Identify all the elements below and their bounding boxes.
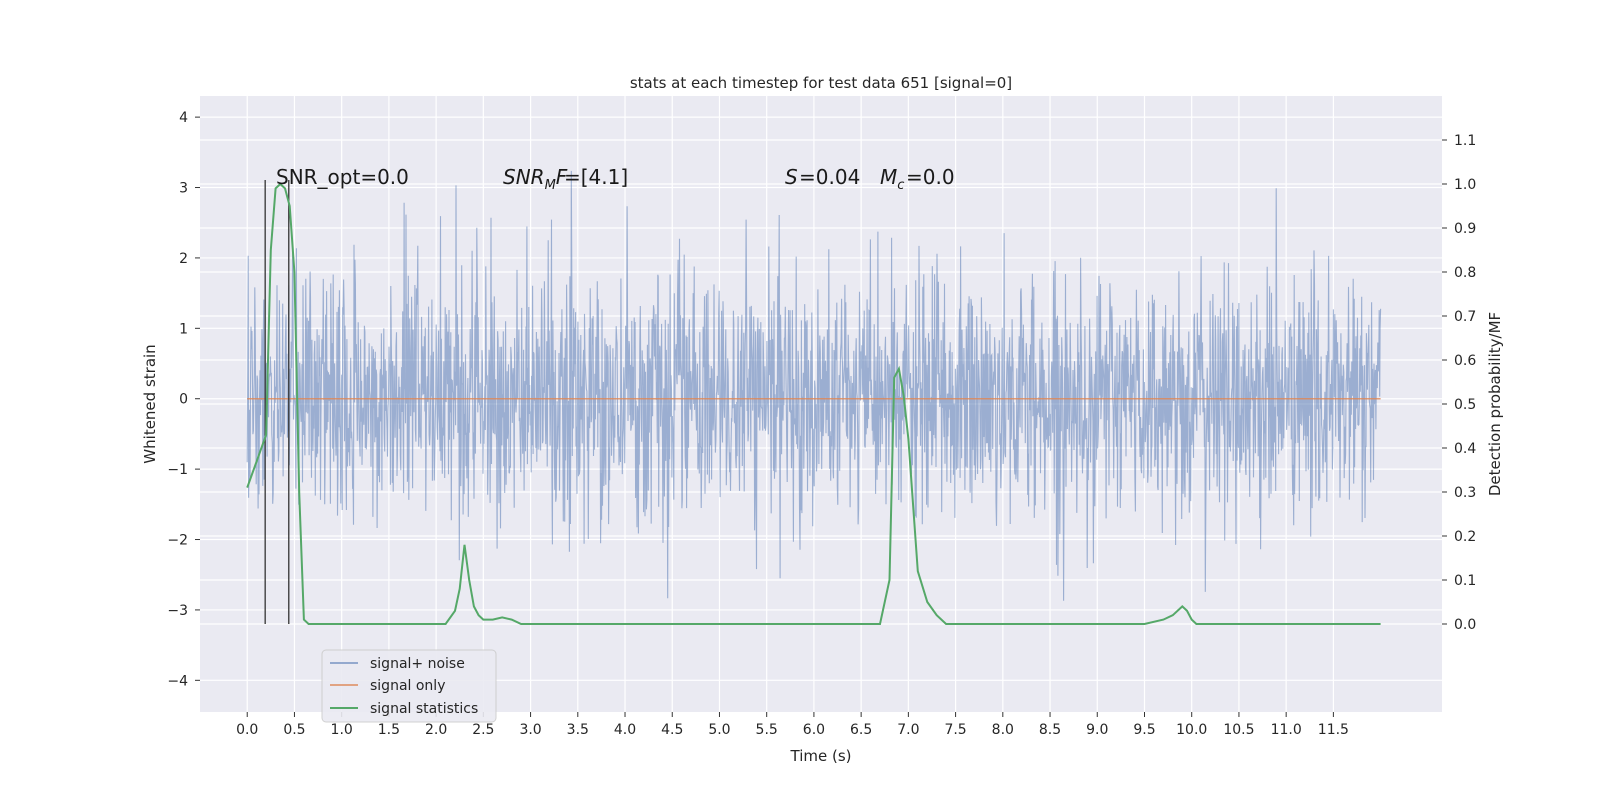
y-axis-ticks: 4 3 2 1 0 −1 −2 −3 −4 (167, 110, 200, 689)
grid (200, 96, 1442, 712)
x-tick-label: 3.5 (567, 722, 589, 738)
legend-label-noise: signal+ noise (370, 656, 465, 672)
y-right-tick-label: 0.6 (1454, 353, 1476, 369)
y-right-tick-label: 0.7 (1454, 309, 1476, 325)
x-tick-label: 11.5 (1318, 722, 1349, 738)
signal-statistics-line (246, 182, 1381, 625)
y-tick-label: 1 (179, 321, 188, 337)
y-axis-label: Whitened strain (141, 344, 159, 463)
x-tick-label: 10.0 (1176, 722, 1207, 738)
y-right-tick-label: 1.1 (1454, 133, 1476, 149)
x-tick-label: 8.0 (992, 722, 1014, 738)
x-tick-label: 5.5 (756, 722, 778, 738)
y-axis-right-ticks: 1.1 1.0 0.9 0.8 0.7 0.6 0.5 0.4 0.3 0.2 0.1 0.0 (1442, 133, 1476, 633)
x-tick-label: 6.0 (803, 722, 825, 738)
chart-title: stats at each timestep for test data 651… (630, 74, 1012, 92)
x-axis-ticks: 0.0 0.5 1.0 1.5 2.0 2.5 3.0 3.5 4.0 4.5 5.0 5.5 6.0 6… (236, 712, 1349, 738)
svg-text:SNRMF: SNRMF (503, 165, 568, 193)
x-tick-label: 0.5 (283, 722, 305, 738)
y-tick-label: 3 (179, 181, 188, 197)
svg-text:=[4.1]: =[4.1] (564, 165, 628, 189)
x-tick-label: 3.0 (519, 722, 541, 738)
x-tick-label: 7.0 (897, 722, 919, 738)
y-tick-label: −2 (167, 533, 188, 549)
x-tick-label: 2.0 (425, 722, 447, 738)
y-right-tick-label: 1.0 (1454, 177, 1476, 193)
legend-label-stats: signal statistics (370, 701, 478, 717)
x-tick-label: 2.5 (472, 722, 494, 738)
x-tick-label: 8.5 (1039, 722, 1061, 738)
x-tick-label: 5.0 (708, 722, 730, 738)
y-right-tick-label: 0.1 (1454, 573, 1476, 589)
x-tick-label: 9.5 (1133, 722, 1155, 738)
x-tick-label: 0.0 (236, 722, 258, 738)
y-right-tick-label: 0.3 (1454, 485, 1476, 501)
annotation-snr-mf: SNRMF =[4.1] (503, 165, 628, 193)
y-tick-label: −4 (167, 673, 188, 689)
annotation-snr-opt: SNR_opt=0.0 (276, 165, 409, 189)
y-tick-label: 2 (179, 251, 188, 267)
y-right-tick-label: 0.2 (1454, 529, 1476, 545)
y-right-tick-label: 0.9 (1454, 221, 1476, 237)
annotation-mc: Mc =0.0 (880, 165, 955, 193)
x-tick-label: 4.0 (614, 722, 636, 738)
svg-text:S: S (785, 165, 798, 189)
y-tick-label: 0 (179, 392, 188, 408)
y-right-tick-label: 0.5 (1454, 397, 1476, 413)
y-right-tick-label: 0.4 (1454, 441, 1476, 457)
x-tick-label: 11.0 (1271, 722, 1302, 738)
x-tick-label: 7.5 (944, 722, 966, 738)
x-axis-label: Time (s) (790, 747, 852, 765)
y-tick-label: 4 (179, 110, 188, 126)
vertical-markers (264, 180, 290, 624)
x-tick-label: 4.5 (661, 722, 683, 738)
y-tick-label: −1 (167, 462, 188, 478)
y-right-tick-label: 0.8 (1454, 265, 1476, 281)
legend: signal+ noise signal only signal statist… (321, 649, 497, 723)
x-tick-label: 6.5 (850, 722, 872, 738)
annotation-stat: S =0.04 (785, 165, 860, 189)
x-tick-label: 1.5 (378, 722, 400, 738)
y-axis-right-label: Detection probability/MF (1486, 312, 1504, 496)
signal-statistics-series (246, 182, 1381, 625)
signal-noise-series (246, 170, 1382, 601)
noise-trace (246, 170, 1382, 601)
y-tick-label: −3 (167, 603, 188, 619)
svg-text:=0.04: =0.04 (799, 165, 860, 189)
x-tick-label: 10.5 (1223, 722, 1254, 738)
legend-label-signal: signal only (370, 678, 445, 694)
svg-text:=0.0: =0.0 (906, 165, 955, 189)
y-right-tick-label: 0.0 (1454, 617, 1476, 633)
x-tick-label: 1.0 (331, 722, 353, 738)
x-tick-label: 9.0 (1086, 722, 1108, 738)
